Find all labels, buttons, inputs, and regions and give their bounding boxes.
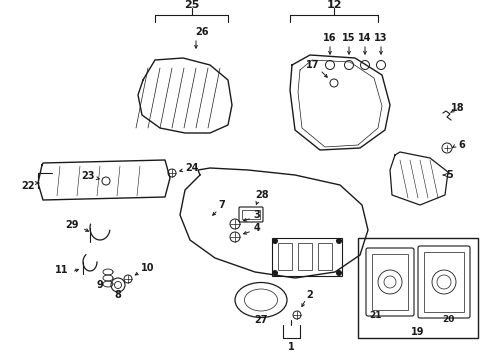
Text: 24: 24 bbox=[185, 163, 198, 173]
Text: 22: 22 bbox=[21, 181, 35, 191]
Text: 15: 15 bbox=[342, 33, 355, 43]
Bar bbox=[278, 243, 291, 270]
Text: 3: 3 bbox=[253, 210, 260, 220]
Bar bbox=[423, 252, 463, 312]
Text: 13: 13 bbox=[373, 33, 387, 43]
Bar bbox=[371, 254, 407, 310]
Text: 11: 11 bbox=[55, 265, 69, 275]
Text: 10: 10 bbox=[141, 263, 154, 273]
Bar bbox=[271, 238, 341, 276]
Circle shape bbox=[272, 270, 277, 275]
Text: 6: 6 bbox=[458, 140, 465, 150]
Text: 29: 29 bbox=[65, 220, 79, 230]
Text: 26: 26 bbox=[195, 27, 208, 37]
Text: 18: 18 bbox=[450, 103, 464, 113]
Circle shape bbox=[336, 238, 341, 243]
Text: 4: 4 bbox=[253, 223, 260, 233]
Text: 8: 8 bbox=[114, 290, 121, 300]
Circle shape bbox=[272, 238, 277, 243]
Text: 21: 21 bbox=[368, 310, 381, 320]
Text: 19: 19 bbox=[410, 327, 424, 337]
Circle shape bbox=[336, 270, 341, 275]
Bar bbox=[297, 243, 311, 270]
Text: 14: 14 bbox=[358, 33, 371, 43]
Text: 1: 1 bbox=[287, 342, 294, 352]
Bar bbox=[357, 238, 477, 338]
Bar bbox=[242, 210, 260, 219]
Text: 17: 17 bbox=[305, 60, 319, 70]
Text: 9: 9 bbox=[97, 280, 103, 290]
Text: 2: 2 bbox=[306, 290, 313, 300]
Text: 27: 27 bbox=[254, 315, 267, 325]
Text: 20: 20 bbox=[441, 315, 453, 324]
Text: 12: 12 bbox=[325, 0, 341, 10]
Text: 25: 25 bbox=[184, 0, 199, 10]
Text: 23: 23 bbox=[81, 171, 95, 181]
Text: 28: 28 bbox=[255, 190, 268, 200]
Text: 5: 5 bbox=[446, 170, 452, 180]
Text: 16: 16 bbox=[323, 33, 336, 43]
Text: 7: 7 bbox=[218, 200, 225, 210]
Bar bbox=[317, 243, 331, 270]
